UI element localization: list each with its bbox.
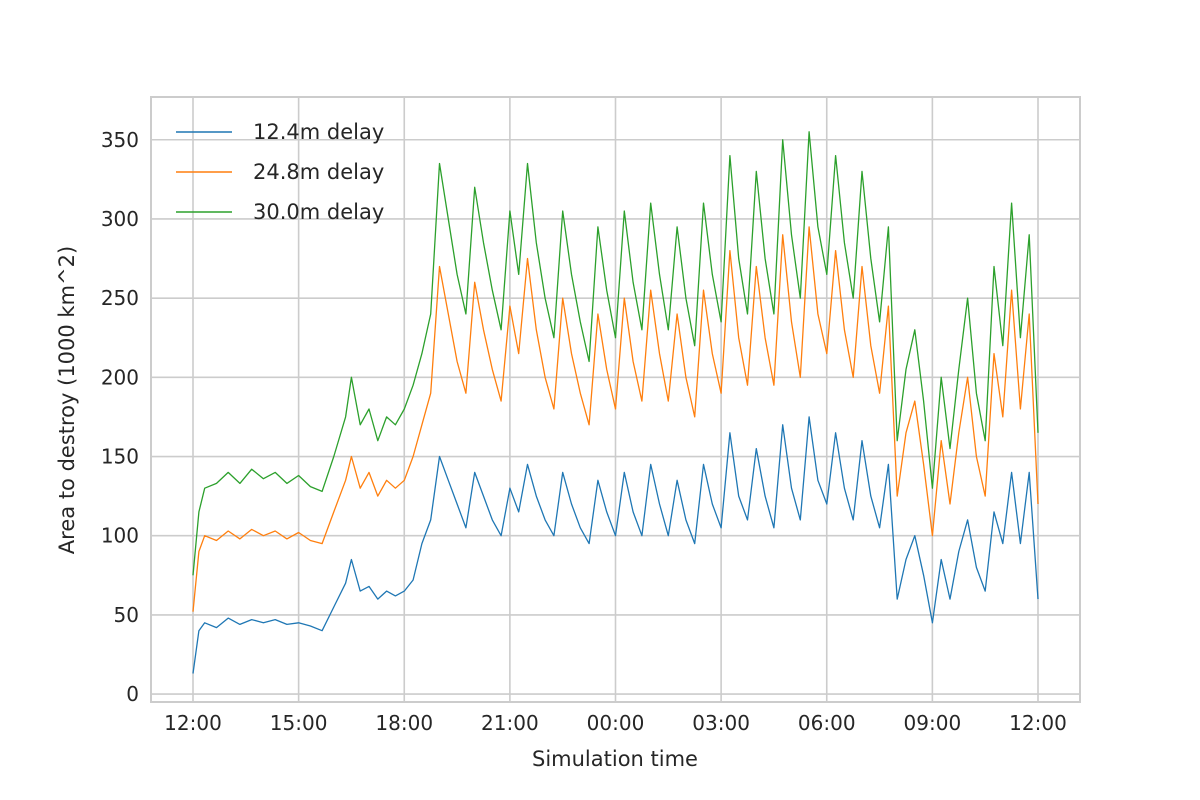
legend: 12.4m delay 24.8m delay 30.0m delay [176,120,384,224]
legend-label-12-4m-delay: 12.4m delay [253,120,384,144]
series-line-30-0m-delay [192,131,1039,576]
y-tick-label: 150 [101,445,139,469]
x-tick-label: 09:00 [904,711,962,735]
y-axis-label: Area to destroy (1000 km^2) [55,246,79,554]
grid-lines [151,97,1080,702]
x-tick-label: 21:00 [481,711,539,735]
x-tick-label: 00:00 [587,711,645,735]
series-line-24-8m-delay [192,226,1039,612]
x-tick-label: 06:00 [798,711,856,735]
legend-label-24-8m-delay: 24.8m delay [253,160,384,184]
y-tick-label: 350 [101,128,139,152]
x-axis-label: Simulation time [532,747,698,771]
legend-label-30-0m-delay: 30.0m delay [253,200,384,224]
x-tick-label: 12:00 [1009,711,1067,735]
x-tick-label: 12:00 [164,711,222,735]
plot-frame [150,96,1081,703]
y-tick-label: 250 [101,286,139,310]
x-tick-label: 18:00 [375,711,433,735]
y-tick-label: 50 [114,603,139,627]
y-tick-label: 300 [101,207,139,231]
x-tick-label: 03:00 [692,711,750,735]
x-axis-ticks: 12:00 15:00 18:00 21:00 00:00 03:00 06:00 09:00… [164,711,1067,735]
series-line-12-4m-delay [192,416,1039,674]
y-tick-label: 0 [126,682,139,706]
series-layer [192,131,1039,674]
y-tick-label: 200 [101,365,139,389]
y-tick-label: 100 [101,524,139,548]
y-axis-ticks: 0 50 100 150 200 250 300 350 [101,128,139,706]
x-tick-label: 15:00 [270,711,328,735]
